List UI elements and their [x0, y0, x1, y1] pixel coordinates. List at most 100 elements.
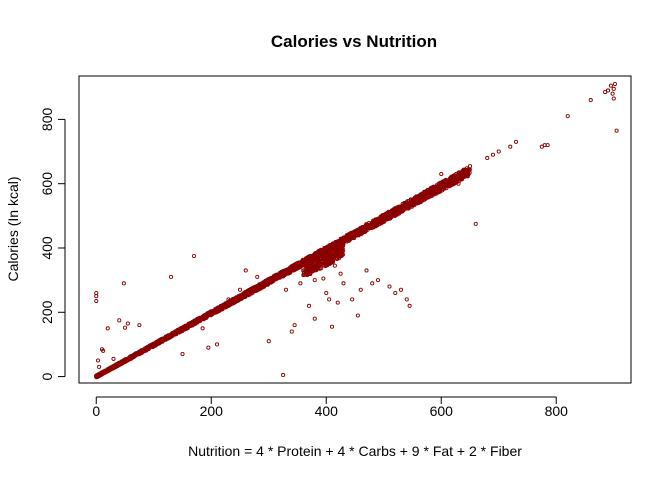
data-point	[202, 314, 207, 319]
data-point	[298, 281, 303, 286]
data-point	[338, 242, 343, 247]
data-point	[343, 238, 348, 243]
data-point	[612, 81, 617, 87]
data-point	[310, 261, 315, 266]
data-point	[125, 357, 130, 362]
data-point	[122, 325, 128, 330]
data-point	[404, 297, 409, 302]
data-point	[243, 290, 248, 295]
data-point	[408, 202, 413, 207]
data-point	[331, 246, 336, 252]
data-point	[266, 339, 271, 344]
data-point	[341, 241, 346, 246]
data-point	[158, 340, 163, 345]
plot-area-frame	[78, 75, 632, 384]
data-point	[358, 287, 363, 292]
data-point	[309, 254, 314, 259]
data-point	[375, 278, 381, 283]
x-tick-label: 0	[92, 403, 100, 419]
data-point	[360, 226, 365, 231]
data-point	[462, 171, 468, 176]
x-tick-label: 800	[545, 403, 569, 419]
data-point	[304, 271, 309, 276]
data-point	[433, 190, 439, 195]
data-point	[384, 216, 389, 221]
data-point	[337, 249, 342, 254]
x-tick-label: 200	[200, 403, 224, 419]
data-point	[200, 326, 205, 331]
data-point	[427, 188, 432, 193]
data-point	[348, 233, 353, 238]
data-point	[137, 323, 142, 328]
data-point	[313, 265, 318, 270]
x-tick-label: 600	[430, 403, 454, 419]
data-point	[322, 255, 327, 260]
data-point	[355, 231, 360, 236]
data-point	[324, 290, 329, 296]
data-point	[134, 351, 139, 356]
data-point	[545, 143, 550, 148]
data-point	[237, 287, 243, 292]
data-point	[325, 263, 330, 268]
data-point	[318, 249, 323, 254]
data-point	[254, 286, 259, 291]
data-point	[327, 251, 332, 256]
y-tick-label: 400	[39, 236, 55, 260]
data-point	[181, 325, 186, 330]
data-point	[332, 263, 337, 268]
data-point	[467, 164, 473, 169]
data-point	[485, 155, 490, 161]
y-tick-label: 200	[39, 300, 55, 324]
data-point	[310, 268, 315, 273]
data-point	[365, 225, 370, 230]
data-point	[331, 251, 336, 256]
x-axis-label: Nutrition = 4 * Protein + 4 * Carbs + 9 …	[188, 443, 522, 459]
data-point	[255, 274, 260, 279]
data-point	[539, 144, 544, 149]
data-point	[374, 222, 380, 227]
data-point	[151, 343, 156, 348]
data-point	[95, 358, 101, 363]
data-point	[311, 265, 316, 270]
data-point	[321, 276, 326, 281]
data-point	[463, 174, 468, 179]
x-axis: 0 200 400 600 800	[92, 396, 569, 419]
data-point	[413, 196, 418, 201]
data-point	[176, 330, 181, 335]
data-point	[166, 333, 171, 338]
data-point	[255, 287, 260, 292]
y-axis-label: Calories (In kcal)	[5, 176, 21, 281]
data-point	[435, 190, 440, 195]
data-point	[401, 208, 406, 213]
data-point	[142, 348, 147, 353]
data-point	[185, 322, 190, 327]
data-point	[101, 348, 106, 353]
data-point	[105, 326, 110, 331]
data-point	[94, 290, 99, 296]
data-point	[296, 264, 301, 269]
data-point	[496, 149, 501, 154]
data-point	[289, 329, 294, 334]
data-point	[473, 221, 478, 226]
data-point	[292, 267, 297, 272]
data-point	[508, 144, 513, 149]
data-point	[425, 193, 430, 198]
data-point	[370, 281, 375, 286]
data-point	[338, 271, 343, 276]
data-point	[285, 269, 290, 274]
data-point	[125, 321, 130, 326]
data-point	[250, 287, 255, 292]
data-point	[398, 287, 404, 292]
data-point	[389, 208, 394, 213]
data-point	[204, 313, 209, 318]
data-point	[611, 86, 616, 91]
data-point	[130, 354, 135, 359]
data-point	[304, 267, 309, 272]
data-point	[325, 252, 331, 257]
data-point	[241, 294, 246, 299]
data-point	[440, 188, 445, 193]
data-point	[117, 360, 122, 365]
data-point	[292, 323, 297, 328]
data-point	[274, 274, 279, 279]
x-tick-label: 400	[315, 403, 339, 419]
